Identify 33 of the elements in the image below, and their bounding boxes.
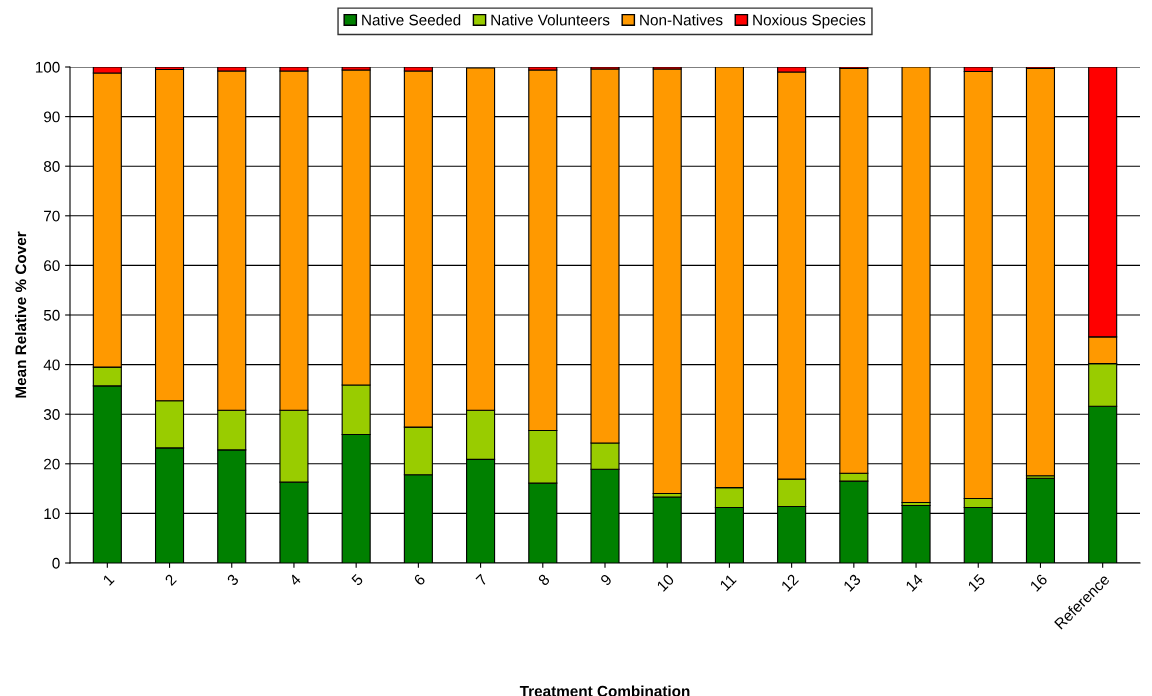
legend-label: Native Volunteers	[491, 14, 610, 26]
y-tick-label: 60	[44, 260, 60, 272]
x-tick-label: 1	[102, 573, 115, 586]
x-tick-label: 15	[967, 573, 986, 592]
x-tick-label: 2	[164, 573, 177, 587]
x-tick-label: 5	[350, 573, 364, 587]
y-tick-label: 10	[44, 508, 60, 520]
y-tick-label: 30	[43, 409, 60, 420]
x-tick-label: 3	[226, 573, 240, 587]
x-tick-label: 16	[1029, 573, 1048, 592]
y-tick-label: 40	[43, 359, 60, 371]
y-tick-label: 70	[44, 210, 60, 222]
x-tick-label: 12	[780, 573, 799, 592]
x-tick-label: 11	[719, 573, 737, 591]
x-tick-label: 7	[475, 573, 488, 586]
y-tick-label: 100	[35, 61, 60, 73]
y-tick-label: 90	[44, 111, 60, 123]
y-axis-title: Mean Relative % Cover	[14, 231, 27, 398]
legend-label: Native Seeded	[362, 14, 461, 26]
x-tick-label: 9	[599, 573, 613, 587]
legend-label: Noxious Species	[753, 14, 866, 29]
y-tick-label: 20	[44, 458, 60, 470]
x-tick-label: 14	[905, 573, 924, 592]
y-tick-label: 80	[43, 161, 60, 172]
legend-label: Non-Natives	[640, 14, 723, 26]
x-tick-label: 13	[842, 573, 862, 592]
x-tick-label: 6	[413, 573, 426, 587]
x-tick-label: 4	[288, 573, 302, 587]
x-tick-label: 8	[537, 573, 551, 587]
y-tick-label: 50	[43, 309, 60, 321]
x-axis-title: Treatment Combination	[519, 685, 690, 696]
x-tick-label: 10	[656, 573, 675, 592]
y-tick-label: 0	[52, 557, 60, 569]
